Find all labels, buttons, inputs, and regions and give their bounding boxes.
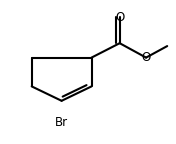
Text: O: O	[142, 51, 151, 64]
Text: Br: Br	[55, 116, 68, 129]
Text: O: O	[115, 11, 124, 24]
